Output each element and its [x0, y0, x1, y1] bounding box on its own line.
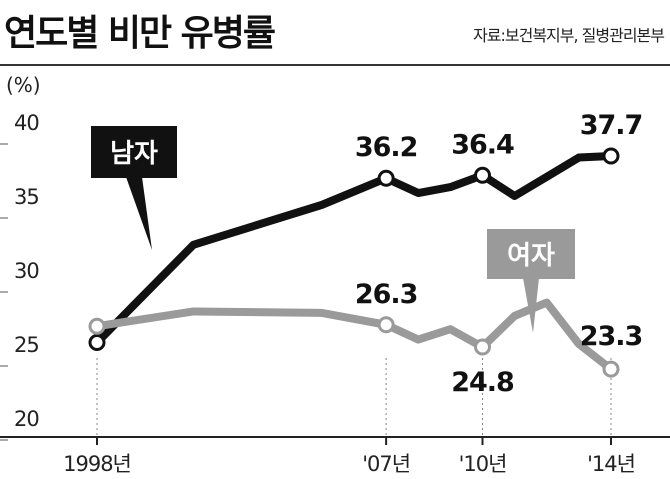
marker-male: [377, 169, 395, 187]
series-markers: [88, 147, 620, 378]
header-divider: [0, 64, 670, 66]
series-lines: [93, 152, 615, 374]
marker-female: [377, 316, 395, 334]
marker-male: [88, 334, 106, 352]
series-line-female: [93, 298, 615, 374]
legend-box: [487, 229, 575, 279]
marker-female: [474, 338, 491, 356]
data-label: 36.2: [355, 132, 418, 163]
marker-male: [602, 147, 620, 165]
x-tick-label: '07년: [362, 452, 410, 476]
y-tick-label: 30: [14, 259, 39, 283]
marker-female: [88, 317, 106, 335]
data-label: 36.4: [451, 129, 514, 160]
legend-pointer: [523, 278, 539, 333]
data-label: 23.3: [580, 321, 643, 352]
axes: (%) 40 35 30 25 20 1998년 '07년 '10년 '14년: [0, 73, 670, 476]
marker-female: [602, 360, 620, 378]
x-tick-label: '10년: [459, 452, 507, 476]
y-tick-label: 40: [14, 111, 39, 135]
legend-pointer: [126, 177, 152, 250]
legend-label: 여자: [507, 241, 555, 271]
data-label: 26.3: [355, 279, 418, 310]
y-tick-label: 20: [14, 407, 39, 431]
data-label: 24.8: [451, 367, 514, 398]
y-tick-label: 25: [14, 333, 39, 357]
legend-box: [91, 126, 177, 178]
y-unit-label: (%): [6, 73, 41, 97]
series-line-male: [93, 152, 615, 347]
source-note: 자료:보건복지부, 질병관리본부: [473, 26, 665, 45]
legend-label: 남자: [110, 139, 158, 169]
data-labels: 36.2 36.4 37.7 26.3 24.8 23.3: [355, 110, 644, 398]
x-tick-label: '14년: [587, 452, 635, 476]
y-tick-label: 35: [14, 185, 39, 209]
x-tick-label: 1998년: [63, 452, 131, 476]
marker-male: [474, 166, 491, 184]
chart-title: 연도별 비만 유병률: [4, 13, 276, 54]
data-label: 37.7: [580, 110, 643, 141]
